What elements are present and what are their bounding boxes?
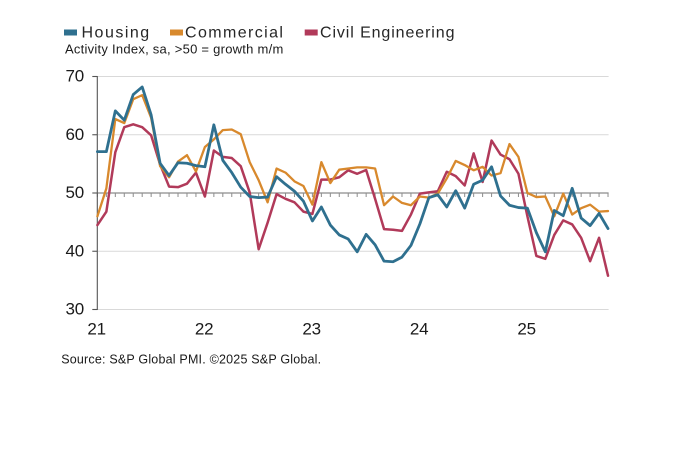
- svg-text:Activity Index, sa, >50 = grow: Activity Index, sa, >50 = growth m/m: [65, 42, 284, 57]
- svg-text:70: 70: [65, 67, 84, 86]
- svg-text:Civil Engineering: Civil Engineering: [320, 25, 455, 42]
- svg-text:Source: S&P Global PMI. ©2025: Source: S&P Global PMI. ©2025 S&P Global…: [61, 353, 321, 367]
- svg-text:23: 23: [302, 320, 321, 339]
- svg-text:24: 24: [410, 320, 429, 339]
- svg-text:30: 30: [65, 300, 84, 319]
- svg-text:Commercial: Commercial: [185, 25, 284, 42]
- svg-text:21: 21: [87, 320, 106, 339]
- svg-text:Housing: Housing: [82, 25, 151, 42]
- svg-text:22: 22: [195, 320, 214, 339]
- svg-text:60: 60: [65, 125, 84, 144]
- svg-text:25: 25: [517, 320, 536, 339]
- svg-text:40: 40: [65, 241, 84, 260]
- svg-text:50: 50: [65, 183, 84, 202]
